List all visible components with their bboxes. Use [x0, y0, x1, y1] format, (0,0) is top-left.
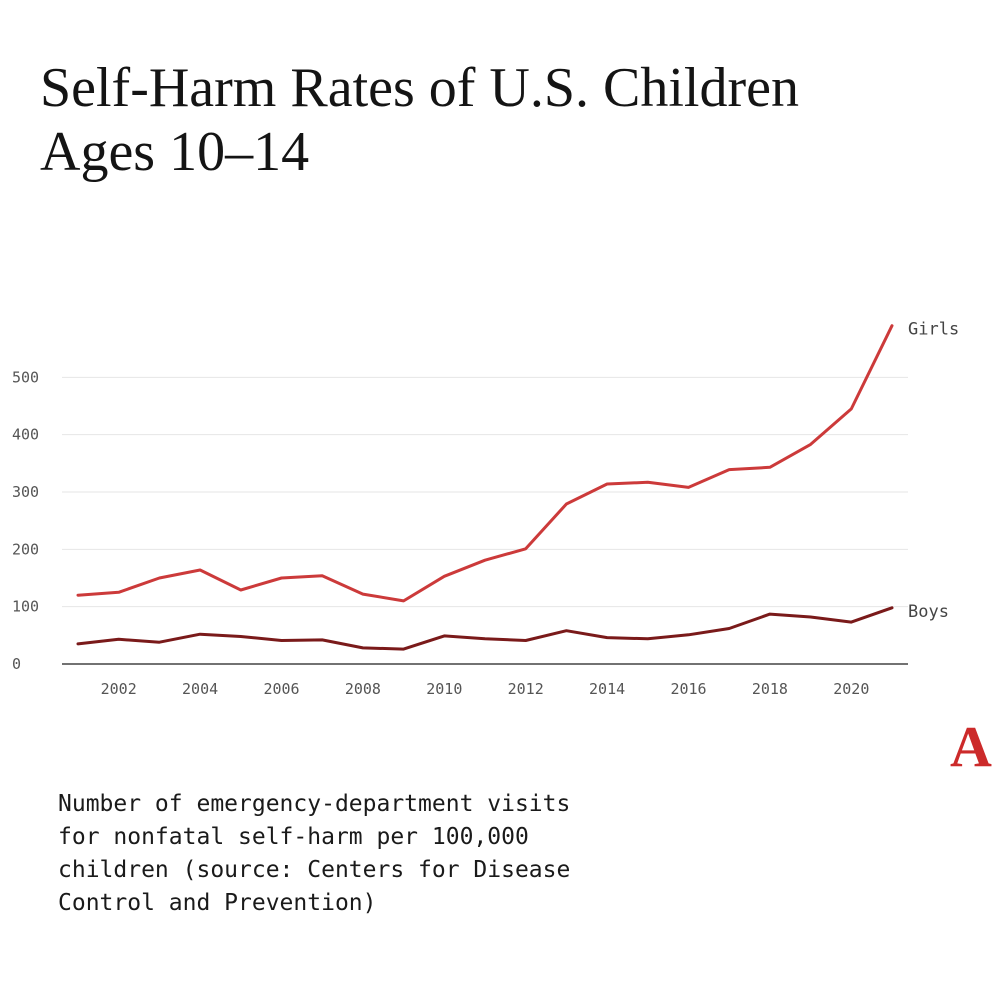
- y-tick-label-300: 300: [12, 483, 39, 501]
- y-tick-label-500: 500: [12, 368, 39, 386]
- chart-title-line-2: Ages 10–14: [40, 121, 310, 183]
- line-chart: 0 100 200 300 400 500 2002 2004 2006 2008 2010 201…: [12, 320, 959, 698]
- y-tick-label-200: 200: [12, 540, 39, 558]
- x-tick-label-2018: 2018: [752, 680, 788, 698]
- caption-line-3: children (source: Centers for Disease: [58, 857, 571, 883]
- y-tick-label-0: 0: [12, 655, 21, 673]
- series-lines: [76, 324, 894, 651]
- grid-lines: [62, 376, 908, 665]
- series-labels: Girls Boys: [908, 320, 959, 622]
- chart-caption: Number of emergency-department visits fo…: [58, 788, 738, 920]
- x-tick-label-2020: 2020: [833, 680, 869, 698]
- x-tick-label-2008: 2008: [345, 680, 381, 698]
- x-tick-label-2016: 2016: [670, 680, 706, 698]
- caption-line-2: for nonfatal self-harm per 100,000: [58, 824, 529, 850]
- chart-title: Self-Harm Rates of U.S. Children Ages 10…: [40, 56, 960, 184]
- publisher-logo: A: [950, 714, 992, 779]
- x-tick-label-2014: 2014: [589, 680, 625, 698]
- x-tick-label-2010: 2010: [426, 680, 462, 698]
- series-line-boys: [76, 606, 894, 651]
- x-tick-label-2012: 2012: [508, 680, 544, 698]
- caption-line-4: Control and Prevention): [58, 890, 377, 916]
- series-line-girls: [76, 324, 894, 603]
- x-tick-label-2006: 2006: [263, 680, 299, 698]
- series-label-boys: Boys: [908, 602, 949, 622]
- x-axis-ticks: 2002 2004 2006 2008 2010 2012 2014 2016 2018 2020: [101, 680, 870, 698]
- series-label-girls: Girls: [908, 320, 959, 340]
- y-tick-label-400: 400: [12, 426, 39, 444]
- x-tick-label-2004: 2004: [182, 680, 218, 698]
- x-tick-label-2002: 2002: [101, 680, 137, 698]
- y-axis-ticks: 0 100 200 300 400 500: [12, 368, 39, 673]
- caption-line-1: Number of emergency-department visits: [58, 791, 571, 817]
- chart-title-line-1: Self-Harm Rates of U.S. Children: [40, 57, 799, 119]
- y-tick-label-100: 100: [12, 598, 39, 616]
